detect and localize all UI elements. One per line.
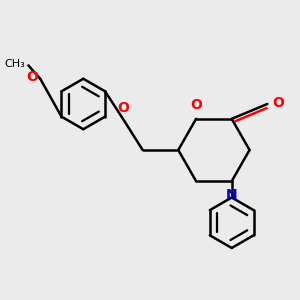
- Text: O: O: [272, 95, 284, 110]
- Text: O: O: [190, 98, 202, 112]
- Text: CH₃: CH₃: [4, 59, 25, 69]
- Text: N: N: [226, 188, 238, 202]
- Text: O: O: [117, 101, 129, 115]
- Text: O: O: [26, 70, 38, 84]
